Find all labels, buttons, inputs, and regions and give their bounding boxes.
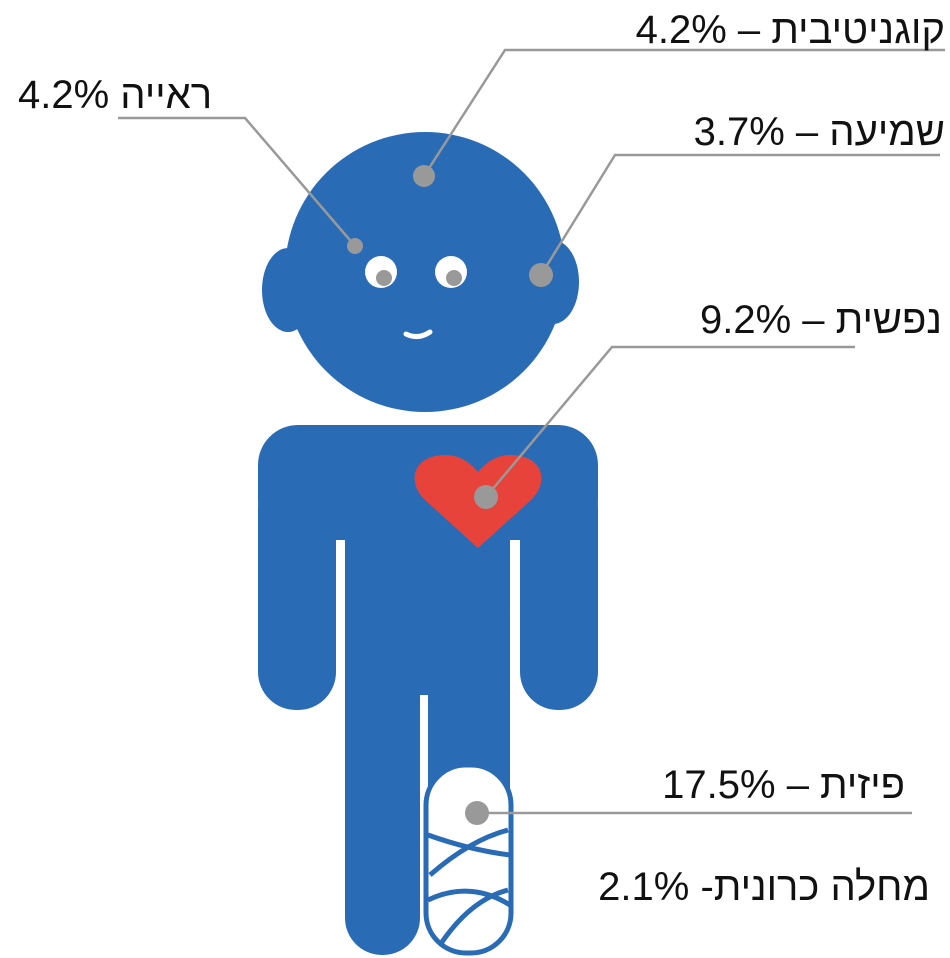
infographic: קוגניטיבית – 4.2% ראייה 4.2% שמיעה – 3.7… xyxy=(0,0,950,958)
vision-label: ראייה 4.2% xyxy=(18,73,212,117)
physical-label: פיזית – 17.5% xyxy=(662,763,905,807)
cognitive-label: קוגניטיבית – 4.2% xyxy=(636,8,945,52)
hearing-label: שמיעה – 3.7% xyxy=(694,110,945,154)
cast xyxy=(426,765,511,953)
mental-label: נפשית – 9.2% xyxy=(700,298,942,342)
chronic-label: מחלה כרונית- 2.1% xyxy=(598,865,930,909)
